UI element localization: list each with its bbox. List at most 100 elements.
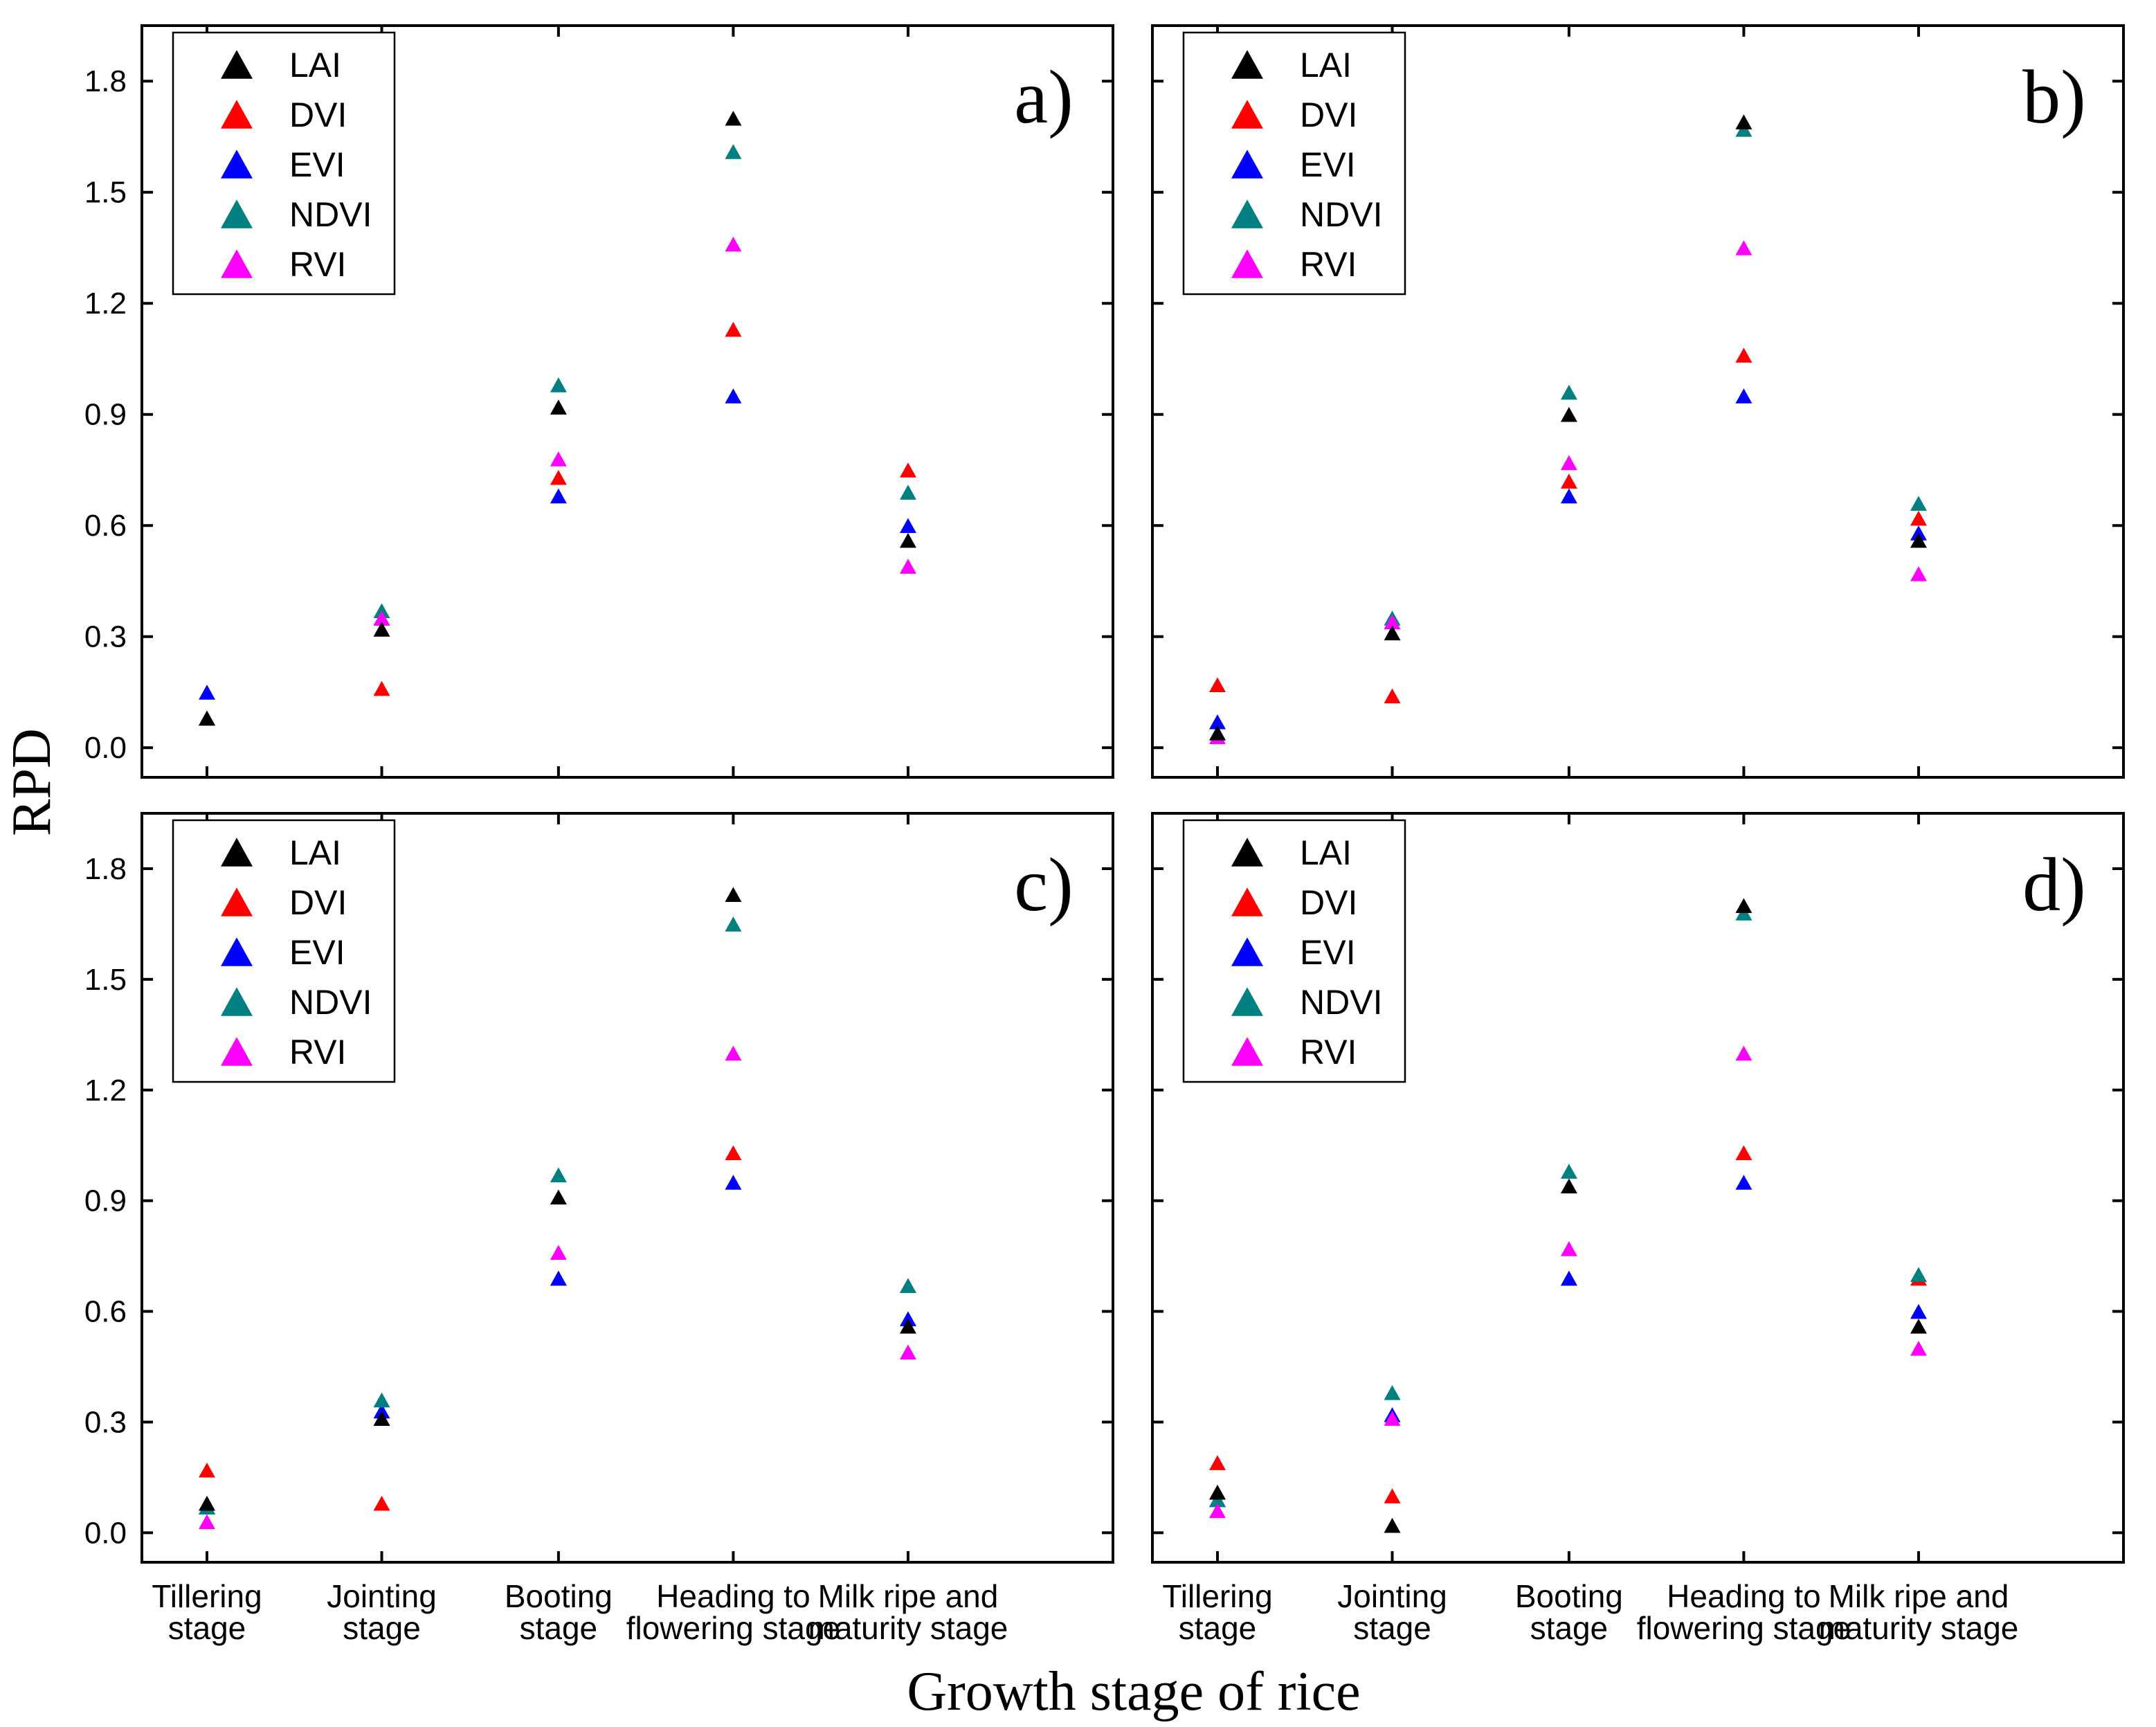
point-dvi: [1384, 688, 1401, 704]
plot-frame: [141, 812, 1114, 1564]
legend-marker-rvi: [1231, 1037, 1263, 1066]
panel-d: Tillering stage Jointing stage Booting stageH…: [1151, 812, 2125, 1646]
y-axis-title: RPD: [1, 728, 62, 836]
point-ndvi: [1910, 1267, 1927, 1283]
point-lai: [199, 1495, 216, 1511]
point-rvi: [1384, 1411, 1401, 1426]
y-tick-label: 0.6: [84, 1295, 127, 1329]
legend-marker-rvi: [221, 249, 253, 278]
x-tick-label: Booting stage: [1515, 1578, 1623, 1646]
legend-marker-evi: [221, 150, 253, 179]
point-lai: [373, 1411, 390, 1426]
legend-box: [1182, 819, 1406, 1083]
point-rvi: [1209, 1503, 1226, 1519]
point-lai: [1910, 1319, 1927, 1334]
point-dvi: [725, 321, 742, 337]
point-lai: [1560, 1178, 1577, 1194]
legend-label-dvi: DVI: [1300, 96, 1357, 134]
point-rvi: [1910, 566, 1927, 581]
point-evi: [1209, 714, 1226, 730]
y-tick-label: 0.6: [84, 509, 127, 543]
panel-label: d): [2022, 842, 2086, 927]
point-dvi: [1384, 1488, 1401, 1503]
point-lai: [1209, 1484, 1226, 1500]
y-tick-label: 0.9: [84, 398, 127, 432]
point-dvi: [199, 1462, 216, 1478]
point-dvi: [1209, 677, 1226, 693]
legend-label-rvi: RVI: [289, 245, 346, 284]
legend-label-rvi: RVI: [1300, 245, 1357, 284]
point-rvi: [1560, 455, 1577, 471]
point-rvi: [373, 611, 390, 626]
x-tick-label: Heading to flowering stage: [626, 1578, 840, 1646]
y-tick-label: 0.3: [84, 1405, 127, 1439]
point-evi: [1560, 1270, 1577, 1286]
point-lai: [550, 1189, 567, 1205]
legend-label-rvi: RVI: [289, 1033, 346, 1072]
point-evi: [1735, 388, 1752, 404]
point-evi: [1735, 1175, 1752, 1190]
point-evi: [725, 1175, 742, 1190]
point-dvi: [1560, 473, 1577, 489]
panel-b: b) LAI DVI EVI NDVI RVI: [1151, 24, 2125, 779]
legend-label-lai: LAI: [1300, 46, 1352, 84]
point-dvi: [373, 680, 390, 696]
legend: LAI DVI EVI NDVI RVI: [1182, 819, 1406, 1083]
legend-marker-ndvi: [221, 199, 253, 228]
panel-c: 0.0 0.3 0.6 0.9 1.2 1.5 1.8 Tillering stage Joint…: [84, 812, 1114, 1646]
x-tick-label: Jointing stage: [327, 1578, 437, 1646]
y-tick-label: 1.5: [84, 176, 127, 210]
point-dvi: [1209, 1455, 1226, 1470]
y-tick-label: 1.5: [84, 963, 127, 997]
y-tick-label: 1.2: [84, 1074, 127, 1107]
point-rvi: [199, 1514, 216, 1530]
legend-label-ndvi: NDVI: [289, 195, 372, 234]
point-rvi: [1735, 240, 1752, 255]
plot-frame: [1151, 812, 2125, 1564]
x-tick-label: Milk ripe and maturity stage: [808, 1578, 1008, 1646]
point-lai: [899, 1319, 916, 1334]
x-tick-label: Jointing stage: [1337, 1578, 1447, 1646]
panel-label: a): [1014, 55, 1073, 139]
legend-marker-lai: [1231, 50, 1263, 79]
legend-label-lai: LAI: [289, 833, 341, 872]
legend-marker-ndvi: [221, 987, 253, 1016]
legend-label-evi: EVI: [1300, 145, 1356, 184]
legend-marker-dvi: [1231, 887, 1263, 916]
point-lai: [1735, 898, 1752, 914]
point-lai: [1560, 406, 1577, 422]
legend-label-rvi: RVI: [1300, 1033, 1357, 1072]
point-ndvi: [1560, 1164, 1577, 1179]
y-tick-label: 1.8: [84, 852, 127, 886]
point-ndvi: [373, 1392, 390, 1408]
point-evi: [725, 388, 742, 404]
legend-label-evi: EVI: [289, 145, 345, 184]
panels-layer: 0.00.30.60.91.21.51.8 a)LAIDVIEVINDVIRVIb…: [84, 24, 2125, 1646]
point-rvi: [1910, 1341, 1927, 1356]
legend-label-ndvi: NDVI: [1300, 195, 1382, 234]
point-ndvi: [899, 1278, 916, 1294]
point-dvi: [550, 469, 567, 485]
legend-marker-lai: [1231, 838, 1263, 867]
legend-box: [1182, 31, 1406, 296]
point-dvi: [899, 462, 916, 478]
plot-frame: [141, 24, 1114, 779]
legend-box: [172, 819, 396, 1083]
legend-label-evi: EVI: [1300, 933, 1356, 972]
legend-marker-ndvi: [1231, 199, 1263, 228]
point-rvi: [1735, 1045, 1752, 1061]
x-tick-label: Milk ripe and maturity stage: [1819, 1578, 2019, 1646]
point-ndvi: [725, 916, 742, 932]
x-tick-label: Heading to flowering stage: [1637, 1578, 1851, 1646]
panel-label: c): [1014, 842, 1073, 927]
legend-label-dvi: DVI: [1300, 883, 1357, 922]
point-lai: [1209, 725, 1226, 741]
point-lai: [1910, 532, 1927, 548]
point-ndvi: [550, 377, 567, 392]
point-evi: [550, 1270, 567, 1286]
y-tick-label: 1.2: [84, 287, 127, 320]
panel-a: 0.0 0.3 0.6 0.9 1.2 1.5 1.8 a) LAI DVI EVI NDVI RVI: [84, 24, 1114, 779]
legend-marker-rvi: [221, 1037, 253, 1066]
point-dvi: [725, 1145, 742, 1161]
